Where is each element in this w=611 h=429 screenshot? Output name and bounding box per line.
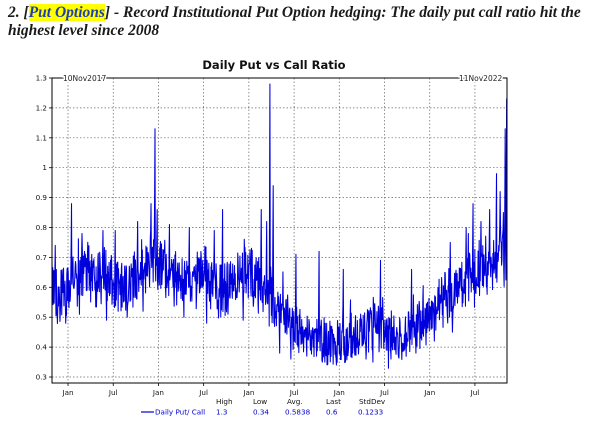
x-tick-label: Jan — [333, 388, 345, 397]
y-tick-label: 0.9 — [36, 193, 48, 202]
stat-header-low: Low — [253, 397, 267, 406]
y-tick-label: 0.8 — [36, 223, 48, 232]
headline-tag[interactable]: Put Options — [28, 4, 105, 21]
stat-value-high: 1.3 — [216, 408, 227, 417]
headline-bracket-open: [ — [23, 4, 29, 21]
y-tick-label: 0.6 — [36, 283, 48, 292]
x-tick-label: Jan — [152, 388, 164, 397]
legend: Daily Put/ Call High Low Avg. Last StdDe… — [141, 397, 386, 417]
x-tick-label: Jul — [108, 388, 118, 397]
x-tick-label: Jan — [423, 388, 435, 397]
headline-bracket-close: ] — [104, 4, 111, 21]
x-tick-label: Jul — [379, 388, 389, 397]
x-tick-label: Jan — [61, 388, 73, 397]
y-tick-label: 0.3 — [36, 373, 47, 382]
y-tick-label: 1 — [42, 163, 47, 172]
x-tick-label: Jul — [289, 388, 299, 397]
stat-value-stddev: 0.1233 — [358, 408, 383, 417]
chart-title: Daily Put vs Call Ratio — [202, 58, 345, 72]
stat-header-avg: Avg. — [287, 397, 303, 406]
x-tick-label: Jul — [470, 388, 480, 397]
y-tick-label: 0.5 — [36, 313, 47, 322]
headline: 2. [Put Options] - Record Institutional … — [8, 4, 608, 40]
plot-frame — [51, 77, 508, 384]
axis-layer: 0.3 0.4 0.5 0.6 0.7 0.8 0.9 1 1.1 1.2 1.3 Jan Jul Jan… — [36, 74, 480, 398]
series-layer — [51, 83, 508, 369]
y-tick-label: 0.4 — [36, 343, 48, 352]
y-tick-label: 1.1 — [36, 133, 47, 142]
stat-value-last: 0.6 — [326, 408, 338, 417]
stat-value-low: 0.34 — [253, 408, 269, 417]
x-tick-label: Jan — [242, 388, 254, 397]
stat-header-last: Last — [326, 397, 341, 406]
headline-text: - Record Institutional Put Option hedgin… — [8, 4, 581, 39]
end-date-label: 11Nov2022 — [459, 74, 502, 83]
stat-header-high: High — [216, 397, 233, 406]
series-line-daily-put-call — [51, 83, 508, 369]
x-tick-label: Jul — [198, 388, 208, 397]
headline-number: 2. — [8, 4, 20, 21]
y-tick-label: 1.2 — [36, 103, 47, 112]
start-date-label: 10Nov2017 — [63, 74, 106, 83]
y-tick-label: 1.3 — [36, 74, 47, 83]
stat-header-stddev: StdDev — [359, 397, 386, 406]
y-tick-label: 0.7 — [36, 253, 47, 262]
stat-value-avg: 0.5838 — [285, 408, 311, 417]
legend-series-name: Daily Put/ Call — [155, 408, 205, 417]
